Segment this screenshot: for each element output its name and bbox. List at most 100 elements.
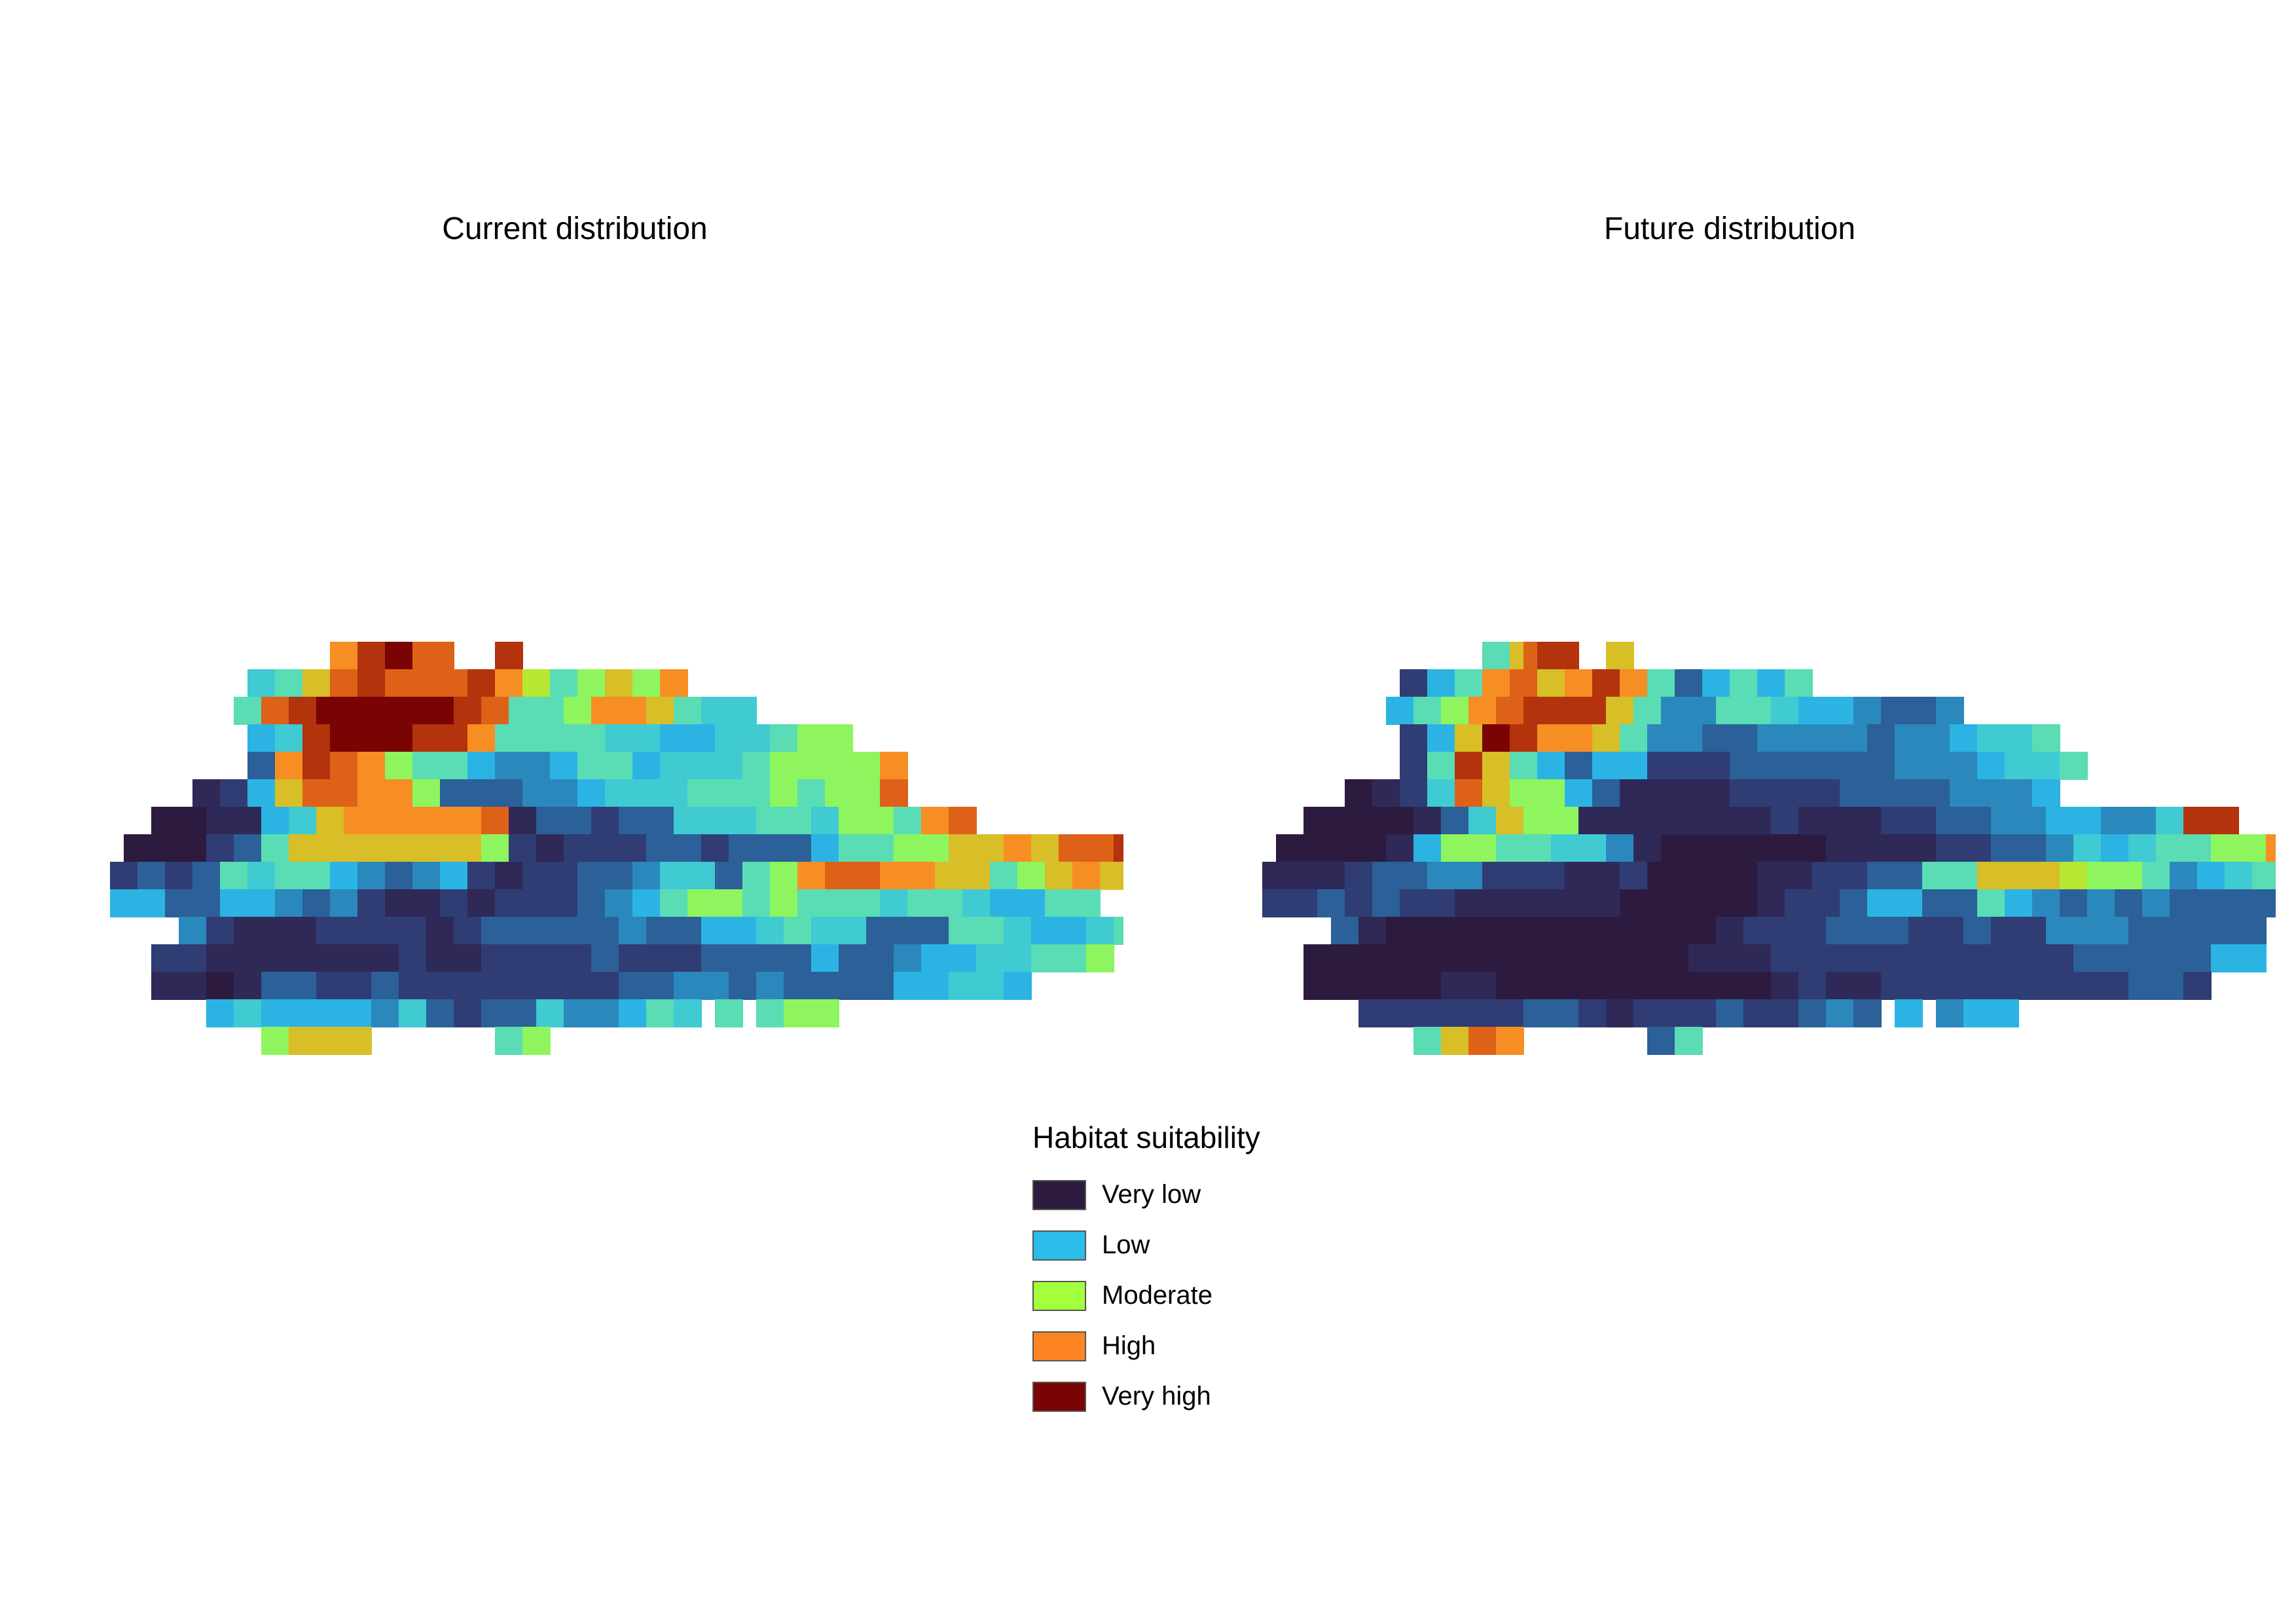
grid-cell	[2156, 917, 2184, 945]
grid-cell	[646, 944, 674, 972]
legend-label: High	[1102, 1331, 1156, 1360]
grid-cell	[1702, 752, 1730, 780]
grid-cell	[1606, 697, 1634, 725]
grid-cell	[289, 972, 317, 1000]
grid-cell	[1565, 752, 1593, 780]
grid-cell	[2115, 889, 2143, 917]
grid-cell	[921, 944, 949, 972]
grid-cell	[729, 972, 757, 1000]
grid-cell	[399, 697, 427, 725]
grid-cell	[1565, 862, 1593, 890]
grid-cell	[1647, 752, 1675, 780]
grid-cell	[1565, 889, 1593, 917]
grid-cell	[619, 917, 647, 945]
grid-cell	[839, 917, 867, 945]
legend-title: Habitat suitability	[1032, 1120, 1260, 1154]
grid-cell	[206, 944, 234, 972]
grid-cell	[1592, 779, 1620, 807]
grid-cell	[1468, 972, 1497, 1000]
grid-cell	[605, 779, 633, 807]
grid-cell	[1262, 889, 1290, 917]
grid-cell	[1523, 697, 1552, 725]
grid-cell	[687, 862, 716, 890]
grid-cell	[1496, 807, 1524, 835]
grid-cell	[1004, 972, 1032, 1000]
grid-cell	[2046, 807, 2074, 835]
grid-cell	[976, 917, 1004, 945]
grid-cell	[742, 862, 771, 890]
grid-cell	[1045, 862, 1073, 890]
grid-cell	[2170, 889, 2198, 917]
grid-cell	[935, 889, 963, 917]
grid-cell	[481, 834, 509, 862]
grid-cell	[1537, 724, 1565, 752]
grid-cell	[481, 697, 509, 725]
grid-cell	[1702, 669, 1730, 697]
grid-cell	[440, 752, 468, 780]
grid-cell	[1743, 807, 1772, 835]
grid-cell	[2032, 724, 2060, 752]
grid-cell	[1950, 862, 1978, 890]
grid-cell	[715, 889, 743, 917]
grid-cell	[2005, 724, 2033, 752]
grid-cell	[1441, 917, 1469, 945]
grid-cell	[811, 944, 839, 972]
grid-cell	[1716, 807, 1744, 835]
grid-cell	[1633, 807, 1662, 835]
grid-cell	[1922, 862, 1950, 890]
grid-cell	[591, 834, 619, 862]
grid-cell	[1647, 779, 1675, 807]
grid-cell	[674, 697, 702, 725]
grid-cell	[660, 752, 688, 780]
grid-cell	[179, 972, 207, 1000]
grid-cell	[1072, 889, 1101, 917]
grid-cell	[1991, 807, 2019, 835]
grid-cell	[1702, 862, 1730, 890]
grid-cell	[220, 862, 248, 890]
grid-cell	[234, 972, 262, 1000]
grid-cell	[247, 779, 276, 807]
grid-cell	[330, 724, 358, 752]
grid-cell	[1647, 724, 1675, 752]
grid-cell	[399, 972, 427, 1000]
grid-cell	[1331, 917, 1359, 945]
grid-cell	[509, 697, 537, 725]
grid-cell	[1895, 889, 1923, 917]
grid-cell	[275, 779, 303, 807]
future-distribution-title: Future distribution	[1603, 212, 1856, 246]
grid-cell	[1620, 862, 1648, 890]
grid-cell	[1798, 807, 1827, 835]
grid-cell	[646, 807, 674, 835]
grid-cell	[1771, 999, 1799, 1027]
grid-cell	[1620, 889, 1648, 917]
grid-cell	[619, 944, 647, 972]
grid-cell	[179, 834, 207, 862]
grid-cell	[316, 999, 344, 1027]
grid-cell	[729, 697, 757, 725]
grid-cell	[1059, 834, 1087, 862]
grid-cell	[880, 779, 908, 807]
grid-cell	[797, 752, 826, 780]
grid-cell	[1908, 972, 1937, 1000]
grid-cell	[1661, 999, 1689, 1027]
grid-cell	[316, 944, 344, 972]
grid-cell	[2183, 834, 2212, 862]
grid-cell	[1812, 862, 1840, 890]
grid-cell	[756, 999, 784, 1027]
grid-cell	[605, 862, 633, 890]
grid-cell	[1867, 724, 1895, 752]
grid-cell	[1031, 834, 1059, 862]
grid-cell	[2046, 917, 2074, 945]
grid-cell	[1045, 889, 1073, 917]
grid-cell	[1675, 752, 1703, 780]
grid-cell	[1606, 972, 1634, 1000]
grid-cell	[1716, 944, 1744, 972]
grid-cell	[2005, 889, 2033, 917]
grid-cell	[1372, 862, 1400, 890]
grid-cell	[1565, 779, 1593, 807]
grid-cell	[220, 889, 248, 917]
grid-cell	[261, 834, 289, 862]
grid-cell	[371, 944, 399, 972]
grid-cell	[550, 669, 578, 697]
grid-cell	[289, 807, 317, 835]
